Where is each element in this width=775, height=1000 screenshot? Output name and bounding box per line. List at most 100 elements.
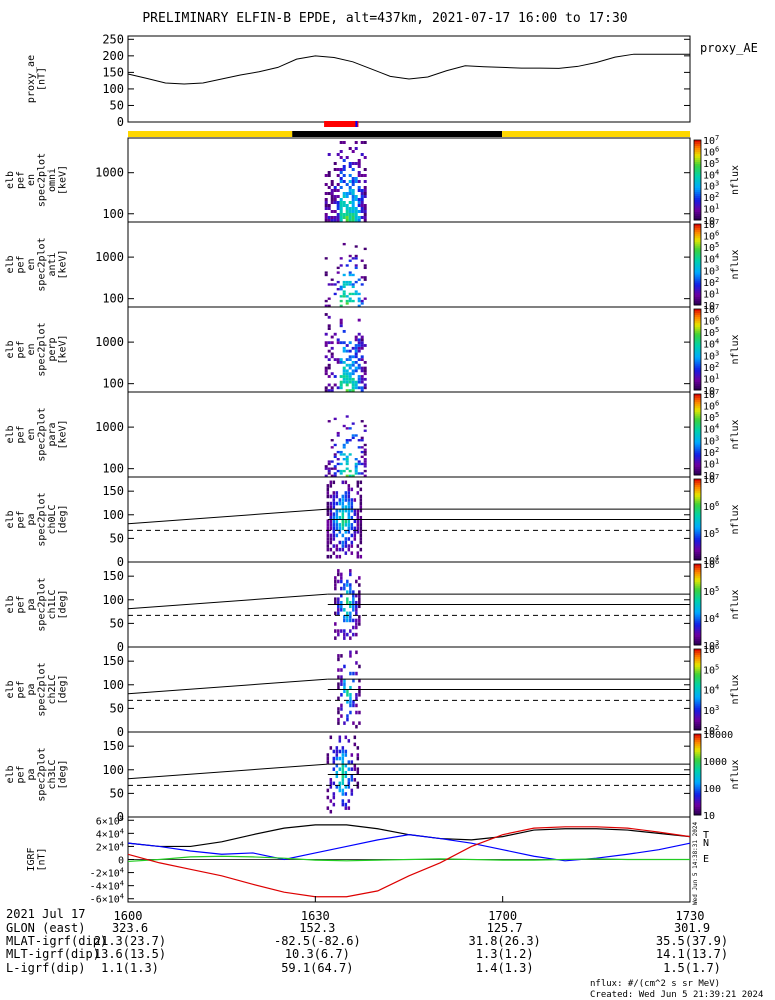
omni-cell (345, 213, 349, 216)
ch0LC-cell (347, 526, 351, 531)
anti-ylabel-line: elb (5, 255, 16, 273)
ch0LC-colorbar-segment (694, 547, 701, 551)
para-ylabel-line: para (47, 422, 58, 446)
para-colorbar-segment (694, 400, 701, 403)
ch1LC-cell (349, 618, 352, 623)
igrf-series-line (127, 824, 691, 848)
para-cell (357, 439, 361, 442)
anti-colorbar-segment (694, 258, 701, 261)
ch2LC-colorbar-segment (694, 709, 701, 713)
anti-cell (357, 278, 361, 281)
perp-cell (327, 315, 331, 319)
para-ylabel-line: elb (5, 425, 16, 443)
omni-cell (363, 207, 367, 210)
ch0LC-cell (326, 491, 330, 495)
omni-cell (330, 192, 334, 195)
para-cell (339, 450, 343, 454)
proxy-ae-ylabel-line: proxy_ae (26, 55, 37, 103)
ch3LC-cell (341, 802, 345, 807)
omni-cell (360, 192, 364, 195)
omni-cell (351, 192, 355, 195)
omni-cell (324, 216, 328, 219)
omni-cell (354, 141, 358, 144)
ch2LC-colorbar-tick: 105 (703, 663, 719, 676)
anti-colorbar-segment (694, 302, 701, 306)
ch0LC-cell (341, 526, 345, 531)
ch0LC-ylabel-line: [deg] (57, 504, 68, 534)
anti-colorbar-segment (694, 280, 701, 284)
omni-colorbar-tick: 10 (703, 216, 715, 227)
omni-colorbar-segment (694, 148, 701, 151)
perp-colorbar-segment (694, 375, 701, 379)
ch0LC-cell (344, 480, 348, 485)
para-colorbar-frame (693, 393, 702, 476)
ch1LC-colorbar-segment (694, 590, 701, 593)
ch1LC-cell (343, 629, 346, 633)
ch2LC-cell (340, 678, 343, 683)
perp-cell (324, 313, 328, 316)
perp-cell (342, 380, 346, 384)
para-cell (330, 439, 334, 442)
perp-colorbar-segment (694, 385, 701, 389)
ch3LC-cell (347, 785, 351, 789)
ch1LC-cell (355, 600, 358, 605)
ch0LC-cell (332, 519, 336, 524)
ch1LC-colorbar-segment (694, 622, 701, 626)
anti-colorbar-segment (694, 242, 701, 245)
ch3LC-cell (329, 799, 333, 803)
omni-cell (348, 165, 352, 168)
anti-cell (348, 254, 352, 258)
ch1LC-cell (346, 611, 349, 616)
omni-cell (351, 168, 355, 171)
ch2LC-cell (358, 693, 361, 697)
ch2LC-colorbar-tick: 104 (703, 684, 719, 697)
para-frame (127, 391, 691, 478)
proxy-ae-tick-label: 0 (117, 115, 124, 129)
ch2LC-colorbar-segment (694, 711, 701, 715)
ch2LC-cell (337, 721, 340, 725)
perp-cell (357, 363, 361, 367)
ch0LC-colorbar-segment (694, 493, 701, 496)
para-colorbar-segment (694, 414, 701, 417)
ephemeris-value: 1.5(1.7) (663, 961, 721, 975)
ch0LC-cell (359, 537, 363, 541)
omni-ylabel-line: omni (47, 168, 58, 192)
omni-colorbar-segment (694, 200, 701, 203)
anti-colorbar-segment (694, 228, 701, 231)
omni-colorbar-segment (694, 184, 701, 187)
ephemeris-value: 1.4(1.3) (476, 961, 534, 975)
perp-colorbar-segment (694, 353, 701, 357)
ch2LC-cell (349, 696, 352, 701)
ch1LC-cell (346, 618, 349, 623)
ch0LC-colorbar-tick: 104 (703, 554, 719, 567)
ch0LC-colorbar-segment (694, 543, 701, 547)
proxy-ae-series-line (127, 53, 690, 85)
ch3LC-cell (347, 739, 351, 743)
ch0LC-cell (329, 540, 333, 545)
ch0LC-cell (353, 519, 357, 524)
omni-cell (333, 201, 337, 204)
ch3LC-cell (332, 781, 336, 786)
ch1LC-colorbar-segment (694, 608, 701, 612)
proxy-ae-frame (127, 35, 691, 123)
anti-cell (330, 283, 334, 286)
omni-cell (339, 201, 343, 204)
ch0LC-colorbar-segment (694, 553, 701, 557)
perp-cell (351, 346, 355, 350)
perp-colorbar-segment (694, 341, 701, 344)
anti-cell (357, 299, 361, 303)
ch2LC-colorbar-segment (694, 727, 701, 731)
ch2LC-colorbar-segment (694, 701, 701, 705)
ch0LC-tick-label: 150 (102, 484, 124, 498)
perp-cell (357, 349, 361, 353)
anti-cell (354, 254, 358, 258)
perp-colorbar-segment (694, 321, 701, 324)
para-colorbar-segment (694, 410, 701, 413)
igrf-legend-entry: T (703, 830, 709, 841)
perp-cell (357, 318, 361, 322)
perp-cell (324, 341, 328, 345)
ch0LC-colorbar-segment (694, 551, 701, 555)
ch0LC-cell (329, 508, 333, 513)
ch0LC-cell (353, 533, 357, 538)
ch2LC-tick-label: 100 (102, 678, 124, 692)
